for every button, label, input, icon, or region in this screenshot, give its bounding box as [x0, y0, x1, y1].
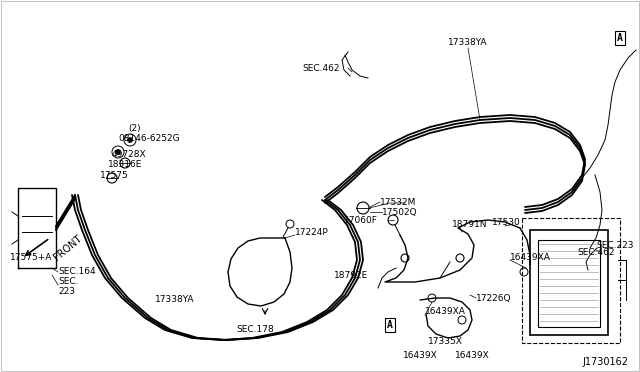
Text: SEC.462: SEC.462 [577, 247, 615, 257]
Text: J1730162: J1730162 [582, 357, 628, 367]
Text: 16439X: 16439X [454, 350, 490, 359]
Text: 17532M: 17532M [380, 198, 417, 206]
Text: SEC.164: SEC.164 [58, 267, 95, 276]
Text: 49728X: 49728X [112, 150, 147, 158]
Text: FRONT: FRONT [52, 234, 84, 263]
Text: SEC.: SEC. [58, 278, 79, 286]
Text: 17335X: 17335X [428, 337, 463, 346]
Text: 17226Q: 17226Q [476, 294, 511, 302]
Text: SEC.223: SEC.223 [596, 241, 634, 250]
Text: 17060F: 17060F [344, 215, 378, 224]
Text: 17338YA: 17338YA [448, 38, 488, 46]
Text: 08146-6252G: 08146-6252G [118, 134, 180, 142]
Text: 18791N: 18791N [452, 219, 488, 228]
Text: SEC.178: SEC.178 [236, 326, 274, 334]
Text: 17575+A: 17575+A [10, 253, 52, 263]
Text: 17338YA: 17338YA [156, 295, 195, 305]
Text: A: A [387, 320, 393, 330]
Text: 18316E: 18316E [108, 160, 142, 169]
Text: 17224P: 17224P [295, 228, 329, 237]
Text: 223: 223 [58, 286, 75, 295]
Text: (2): (2) [128, 124, 141, 132]
FancyBboxPatch shape [538, 240, 600, 327]
Text: SEC.462: SEC.462 [303, 64, 340, 73]
Text: 16439XA: 16439XA [510, 253, 551, 263]
Circle shape [127, 138, 132, 142]
Text: 16439X: 16439X [403, 350, 437, 359]
Circle shape [115, 150, 120, 154]
Text: 16439XA: 16439XA [425, 308, 466, 317]
Text: A: A [617, 33, 623, 43]
Text: 17502Q: 17502Q [382, 208, 418, 217]
Text: 17575: 17575 [100, 170, 129, 180]
Text: 18792E: 18792E [333, 270, 368, 279]
Text: 17530: 17530 [492, 218, 521, 227]
FancyBboxPatch shape [530, 230, 608, 335]
